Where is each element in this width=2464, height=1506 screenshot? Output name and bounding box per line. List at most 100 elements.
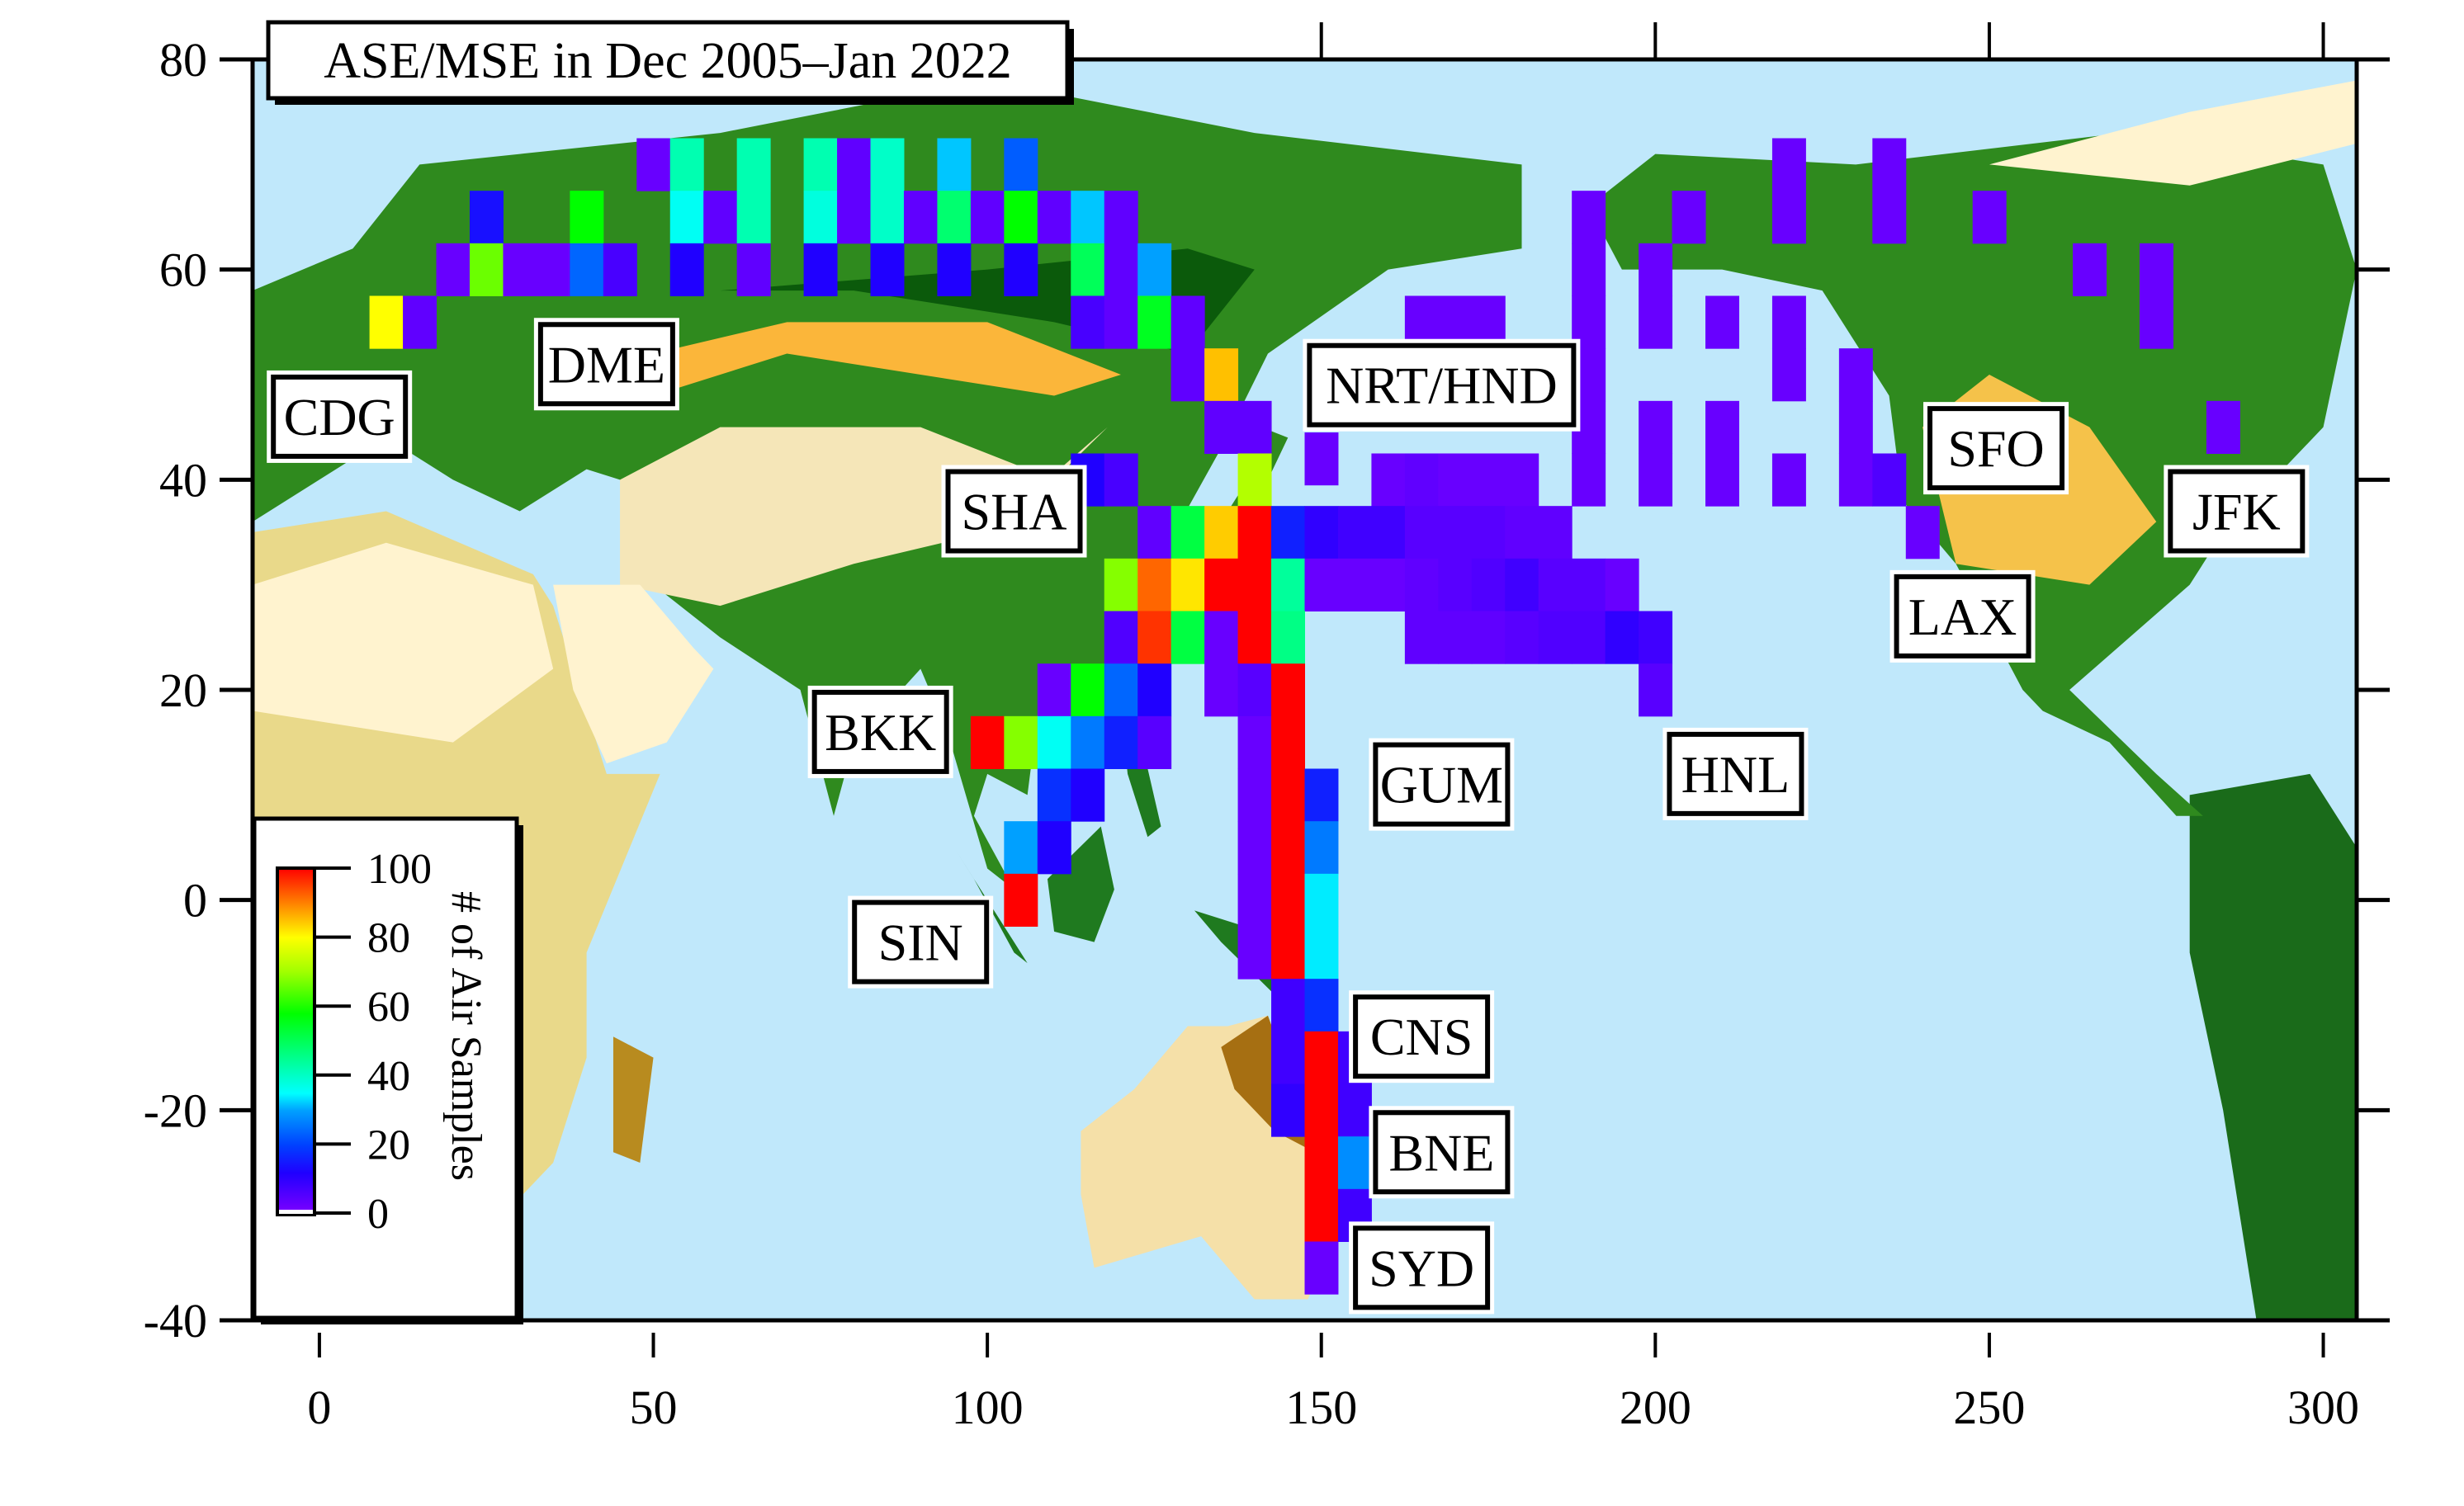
airport-label-dme: DME xyxy=(533,318,679,411)
airport-code: SFO xyxy=(1947,419,2044,478)
sample-cell xyxy=(1237,873,1272,927)
sample-cell xyxy=(369,295,404,349)
sample-cell xyxy=(1438,453,1473,507)
sample-cell xyxy=(1471,611,1506,664)
sample-cell xyxy=(1271,611,1305,664)
x-tick-label: 150 xyxy=(1285,1381,1357,1434)
x-tick-label: 50 xyxy=(630,1381,678,1434)
sample-cell xyxy=(937,191,972,244)
sample-cell xyxy=(1371,506,1406,559)
land-mass xyxy=(2189,773,2357,1320)
sample-cell xyxy=(1071,715,1105,769)
airport-code: CNS xyxy=(1370,1008,1473,1066)
airport-label-syd: SYD xyxy=(1349,1221,1495,1315)
sample-cell xyxy=(1071,191,1105,244)
sample-cell xyxy=(1137,243,1172,296)
airport-code: GUM xyxy=(1380,756,1503,814)
sample-cell xyxy=(1004,715,1038,769)
sample-cell xyxy=(1237,611,1272,664)
sample-cell xyxy=(1037,768,1071,822)
sample-cell xyxy=(1337,1083,1372,1137)
sample-cell xyxy=(1237,558,1272,611)
y-tick-label: 60 xyxy=(159,243,207,297)
sample-cell xyxy=(1605,558,1639,611)
sample-cell xyxy=(1104,295,1138,349)
sample-cell xyxy=(1771,453,1806,507)
sample-cell xyxy=(1337,1136,1372,1190)
airport-code: JFK xyxy=(2192,483,2281,541)
sample-cell xyxy=(1104,191,1138,244)
sample-cell xyxy=(1639,453,1673,507)
sample-cell xyxy=(1237,453,1272,507)
airport-label-sfo: SFO xyxy=(1923,402,2069,495)
sample-cell xyxy=(1104,558,1138,611)
colorbar-legend: 0 20 40 60 80 100 # of Air Samples xyxy=(252,816,523,1324)
sample-cell xyxy=(1104,663,1138,717)
sample-cell xyxy=(1237,715,1272,769)
sample-cell xyxy=(1404,558,1439,611)
sample-cell xyxy=(1104,453,1138,507)
x-tick-label: 200 xyxy=(1620,1381,1691,1434)
y-axis: -40 -20 0 20 40 60 80 xyxy=(144,33,2390,1348)
sample-cell xyxy=(1771,191,1806,244)
sample-cell xyxy=(1438,558,1473,611)
airport-code: CDG xyxy=(284,388,395,446)
sample-cell xyxy=(837,138,872,191)
sample-cell xyxy=(1672,191,1706,244)
y-tick-label: 80 xyxy=(159,33,207,87)
sample-cell xyxy=(1004,873,1038,927)
sample-cell xyxy=(1304,768,1339,822)
sample-cell xyxy=(503,243,537,296)
sample-cell xyxy=(837,191,872,244)
sample-cell xyxy=(1204,558,1239,611)
sample-cell xyxy=(1237,400,1272,454)
airport-labels: CDG DME SHA NRT/HND BKK SIN GUM HNL SFO LAX JFK CNS… xyxy=(267,318,2310,1315)
airport-code: SIN xyxy=(878,914,963,972)
sample-count-cells xyxy=(369,138,2240,1295)
sample-cell xyxy=(603,243,637,296)
airport-label-jfk: JFK xyxy=(2164,465,2310,558)
sample-cell xyxy=(1204,348,1239,402)
sample-cell xyxy=(1271,663,1305,717)
airport-label-hnl: HNL xyxy=(1662,727,1809,820)
sample-cell xyxy=(1538,611,1573,664)
airport-code: LAX xyxy=(1908,588,2017,646)
sample-cell xyxy=(1304,432,1339,486)
sample-cell xyxy=(1705,400,1739,454)
title-box: ASE/MSE in Dec 2005–Jan 2022 xyxy=(266,20,1074,105)
sample-cell xyxy=(803,138,838,191)
sample-cell xyxy=(1237,821,1272,875)
sample-cell xyxy=(2140,243,2173,296)
sample-cell xyxy=(803,191,838,244)
airport-label-sha: SHA xyxy=(941,465,1087,558)
sample-cell xyxy=(736,243,771,296)
sample-cell xyxy=(1838,348,1873,402)
sample-cell xyxy=(1237,506,1272,559)
land-mass xyxy=(1989,80,2357,186)
sample-cell xyxy=(1438,506,1473,559)
colorbar-tick-label: 20 xyxy=(367,1121,410,1168)
sample-cell xyxy=(1304,1188,1339,1242)
airport-code: SHA xyxy=(961,483,1066,541)
sample-cell xyxy=(436,243,471,296)
sample-cell xyxy=(1071,768,1105,822)
sample-cell xyxy=(1404,453,1439,507)
sample-cell xyxy=(1304,1083,1339,1137)
sample-cell xyxy=(1137,663,1172,717)
sample-cell xyxy=(903,191,938,244)
airport-label-cns: CNS xyxy=(1349,990,1495,1083)
sample-cell xyxy=(1471,453,1506,507)
sample-cell xyxy=(1004,243,1038,296)
y-tick-label: 0 xyxy=(183,874,207,928)
sample-cell xyxy=(536,243,570,296)
airport-code: BKK xyxy=(825,703,936,762)
sample-cell xyxy=(1271,1031,1305,1084)
sample-cell xyxy=(1137,506,1172,559)
sample-cell xyxy=(636,138,671,191)
sample-cell xyxy=(1137,715,1172,769)
sample-cell xyxy=(1304,1241,1339,1295)
sample-cell xyxy=(570,243,604,296)
sample-cell xyxy=(736,138,771,191)
colorbar-tick-label: 0 xyxy=(367,1191,389,1238)
sample-cell xyxy=(1171,295,1205,349)
